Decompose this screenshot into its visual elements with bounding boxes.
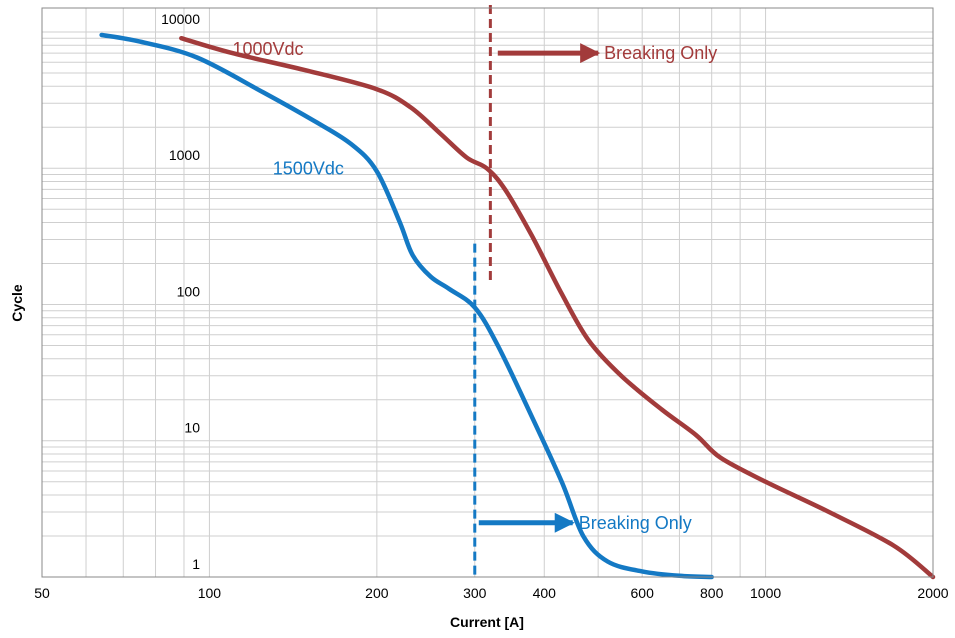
series-line-1500vdc (99, 32, 714, 580)
x-tick-label: 1000 (750, 585, 781, 601)
y-tick-label: 100 (177, 283, 201, 299)
limit-label-1000vdc: Breaking Only (604, 43, 717, 63)
y-tick-label: 1000 (169, 147, 200, 163)
x-tick-labels: 50 100 200 300 400 600 800 1000 2000 (34, 585, 949, 601)
y-tick-label: 1 (192, 556, 200, 572)
limit-label-1500vdc: Breaking Only (579, 513, 692, 533)
x-tick-label: 800 (700, 585, 724, 601)
series-label-1000vdc: 1000Vdc (232, 39, 303, 59)
y-tick-label: 10000 (161, 11, 200, 27)
x-tick-label: 600 (631, 585, 655, 601)
x-tick-label: 50 (34, 585, 50, 601)
y-tick-label: 10 (184, 420, 200, 436)
series-label-1500vdc: 1500Vdc (273, 158, 344, 178)
plot-border (41, 7, 934, 578)
y-axis-title: Cycle (9, 284, 25, 322)
plot-area (42, 8, 933, 577)
series-line-1000vdc (179, 35, 936, 580)
x-tick-label: 400 (533, 585, 557, 601)
x-tick-label: 200 (365, 585, 389, 601)
x-tick-label: 2000 (917, 585, 948, 601)
x-axis-title: Current [A] (450, 614, 524, 630)
y-tick-labels: 1 10 100 1000 10000 (161, 11, 200, 572)
x-tick-label: 300 (463, 585, 487, 601)
curves: 1000Vdc 1500Vdc (99, 32, 936, 580)
x-tick-label: 100 (198, 585, 222, 601)
breaking-limits: Breaking Only Breaking Only (473, 0, 717, 577)
